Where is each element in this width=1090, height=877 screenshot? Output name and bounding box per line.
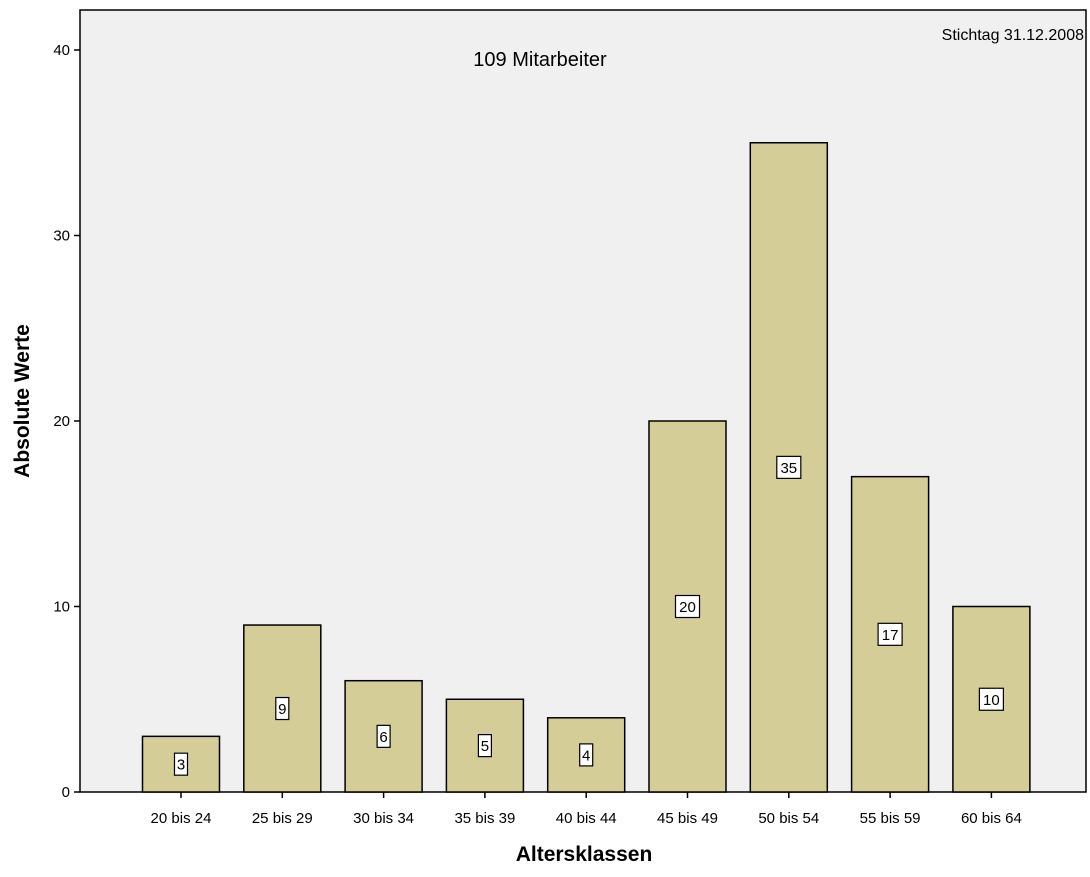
data-label: 17 bbox=[882, 627, 899, 644]
data-label-box bbox=[674, 594, 701, 619]
data-label: 3 bbox=[177, 757, 185, 774]
y-tick-label: 10 bbox=[53, 599, 70, 616]
x-tick-label: 20 bis 24 bbox=[151, 810, 212, 827]
y-axis: 0 10 20 30 40 bbox=[53, 42, 80, 801]
x-tick-label: 45 bis 49 bbox=[657, 810, 718, 827]
data-label-box bbox=[376, 724, 391, 748]
data-label: 35 bbox=[780, 460, 797, 477]
y-tick-label: 20 bbox=[53, 413, 70, 430]
x-tick-label: 25 bis 29 bbox=[252, 810, 313, 827]
x-tick-label: 35 bis 39 bbox=[454, 810, 515, 827]
data-label-box bbox=[173, 752, 189, 776]
data-label: 4 bbox=[582, 747, 590, 764]
data-label-box bbox=[776, 455, 802, 479]
data-label: 9 bbox=[278, 701, 286, 718]
data-label-box bbox=[978, 687, 1005, 711]
data-label-box bbox=[579, 743, 594, 767]
data-label: 20 bbox=[679, 599, 696, 616]
x-tick-label: 55 bis 59 bbox=[860, 810, 921, 827]
plot-area bbox=[79, 9, 1087, 793]
data-label-box bbox=[477, 734, 492, 758]
y-tick-label: 30 bbox=[53, 228, 70, 245]
data-label: 5 bbox=[481, 738, 489, 755]
x-tick-label: 50 bis 54 bbox=[758, 810, 819, 827]
y-tick-label: 40 bbox=[53, 42, 70, 59]
x-tick-label: 60 bis 64 bbox=[961, 810, 1022, 827]
annotation-employees: 109 Mitarbeiter bbox=[473, 49, 607, 71]
y-axis-title: Absolute Werte bbox=[11, 324, 34, 478]
x-axis: 20 bis 24 25 bis 29 30 bis 34 35 bis 39 40 b… bbox=[151, 792, 1022, 827]
bar-series: 3 9 6 5 4 20 35 17 10 bbox=[141, 142, 1031, 793]
y-tick-label: 0 bbox=[62, 784, 70, 801]
data-label: 6 bbox=[379, 729, 387, 746]
data-label: 10 bbox=[983, 692, 1000, 709]
x-tick-label: 40 bis 44 bbox=[556, 810, 617, 827]
data-label-box bbox=[275, 696, 290, 721]
x-axis-title: Altersklassen bbox=[516, 843, 653, 866]
x-tick-label: 30 bis 34 bbox=[353, 810, 414, 827]
annotation-reference-date: Stichtag 31.12.2008 bbox=[942, 27, 1084, 44]
data-label-box bbox=[877, 622, 903, 646]
